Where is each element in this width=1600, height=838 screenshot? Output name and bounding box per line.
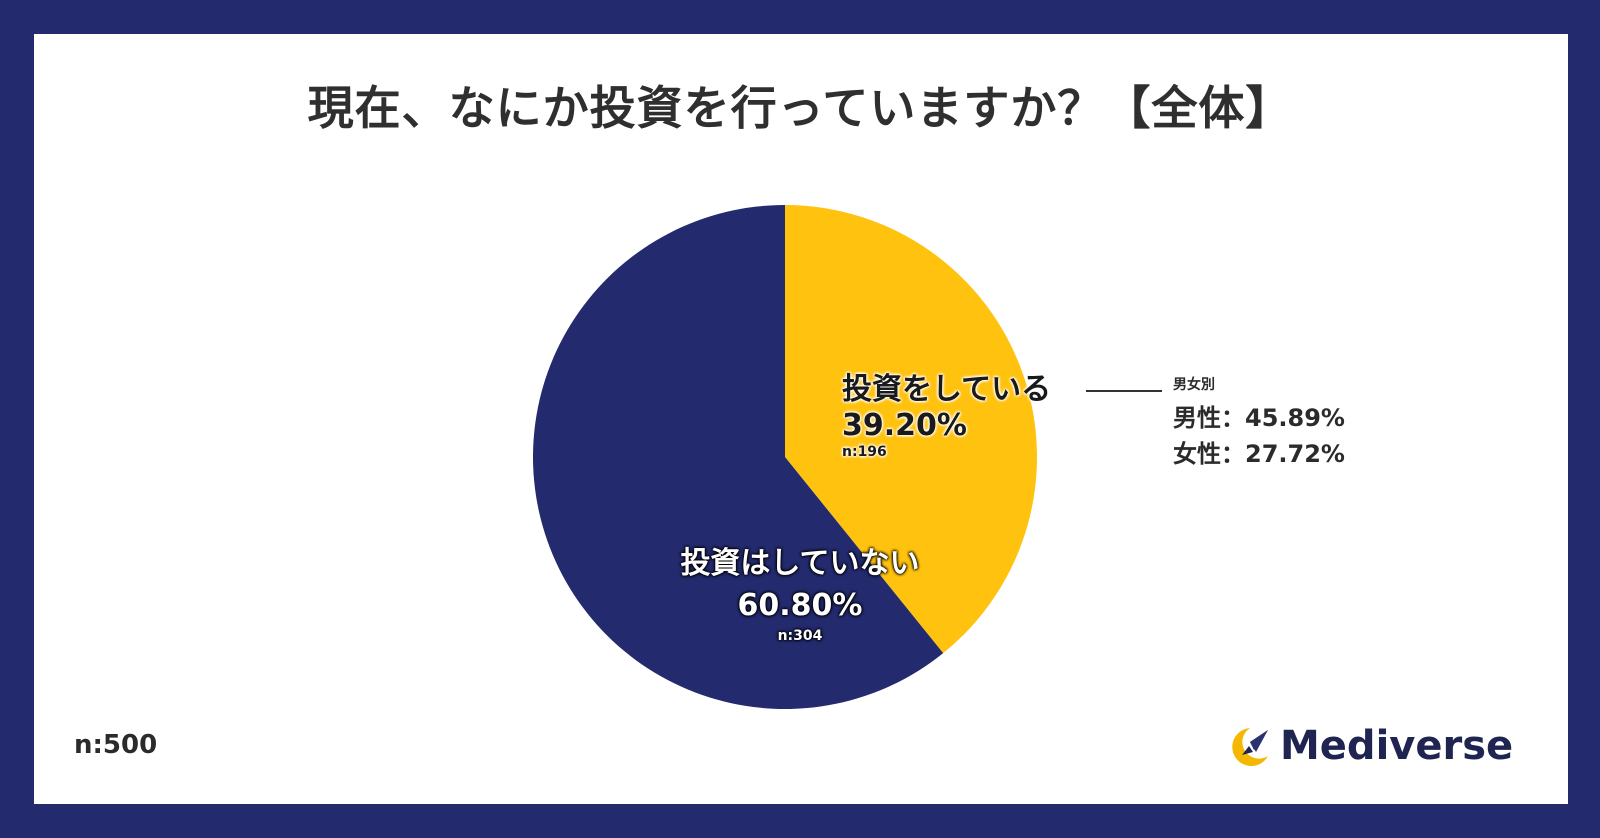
pie-slice-1 xyxy=(785,205,1037,654)
leader-line xyxy=(1086,390,1162,392)
count-label: n:196 xyxy=(842,444,887,460)
breakdown-value: 27.72% xyxy=(1245,440,1345,468)
percentage-label: 39.20% xyxy=(842,408,967,443)
breakdown-separator: ： xyxy=(1221,440,1245,468)
breakdown-row-male: 男性：45.89% xyxy=(1173,400,1345,436)
slice-label-invested: 投資をしている 39.20% n:196 xyxy=(842,372,1051,461)
sample-size: n:500 xyxy=(74,730,158,760)
brand-name: Mediverse xyxy=(1280,723,1514,769)
breakdown-separator: ： xyxy=(1221,404,1245,432)
gender-breakdown: 男女別 男性：45.89% 女性：27.72% xyxy=(1173,374,1345,472)
brand-logo: Mediverse xyxy=(1228,722,1513,770)
chart-title: 現在、なにか投資を行っていますか？【全体】 xyxy=(307,81,1293,135)
breakdown-label: 男性 xyxy=(1173,404,1221,432)
category-label: 投資をしている xyxy=(842,372,1052,407)
rocket-moon-icon xyxy=(1232,728,1268,766)
breakdown-row-female: 女性：27.72% xyxy=(1173,436,1345,472)
breakdown-value: 45.89% xyxy=(1245,404,1345,432)
breakdown-heading: 男女別 xyxy=(1173,377,1215,393)
slice-label-not-invested: 投資はしていない 60.80% n:304 xyxy=(665,546,935,645)
breakdown-label: 女性 xyxy=(1173,440,1221,468)
percentage-label: 60.80% xyxy=(737,588,863,623)
category-label: 投資はしていない xyxy=(680,546,920,581)
count-label: n:304 xyxy=(777,628,823,644)
pie-slice-2 xyxy=(533,205,944,709)
